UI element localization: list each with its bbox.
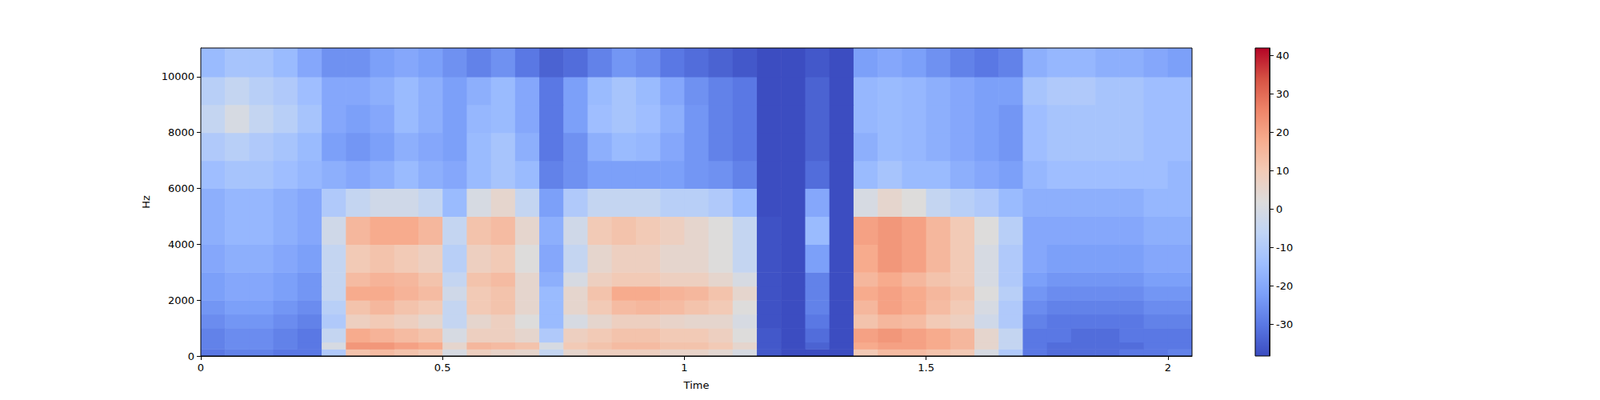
- svg-text:10: 10: [1276, 164, 1290, 177]
- svg-text:6000: 6000: [168, 182, 195, 195]
- svg-text:Time: Time: [683, 379, 710, 392]
- svg-text:30: 30: [1276, 88, 1290, 100]
- svg-text:-20: -20: [1276, 280, 1293, 292]
- svg-text:-10: -10: [1276, 241, 1293, 254]
- svg-text:1.5: 1.5: [917, 361, 935, 374]
- svg-text:0: 0: [1276, 203, 1283, 216]
- svg-text:40: 40: [1276, 49, 1290, 62]
- svg-text:0.5: 0.5: [434, 361, 452, 374]
- svg-text:-30: -30: [1276, 318, 1293, 331]
- svg-text:10000: 10000: [161, 70, 195, 83]
- svg-text:0: 0: [197, 361, 204, 374]
- svg-text:2000: 2000: [168, 294, 195, 307]
- svg-text:2: 2: [1164, 361, 1172, 374]
- svg-text:0: 0: [188, 350, 195, 363]
- svg-text:1: 1: [680, 361, 688, 374]
- svg-text:Hz: Hz: [140, 195, 152, 209]
- svg-text:4000: 4000: [168, 238, 195, 251]
- svg-text:8000: 8000: [168, 126, 195, 139]
- svg-text:20: 20: [1276, 126, 1290, 139]
